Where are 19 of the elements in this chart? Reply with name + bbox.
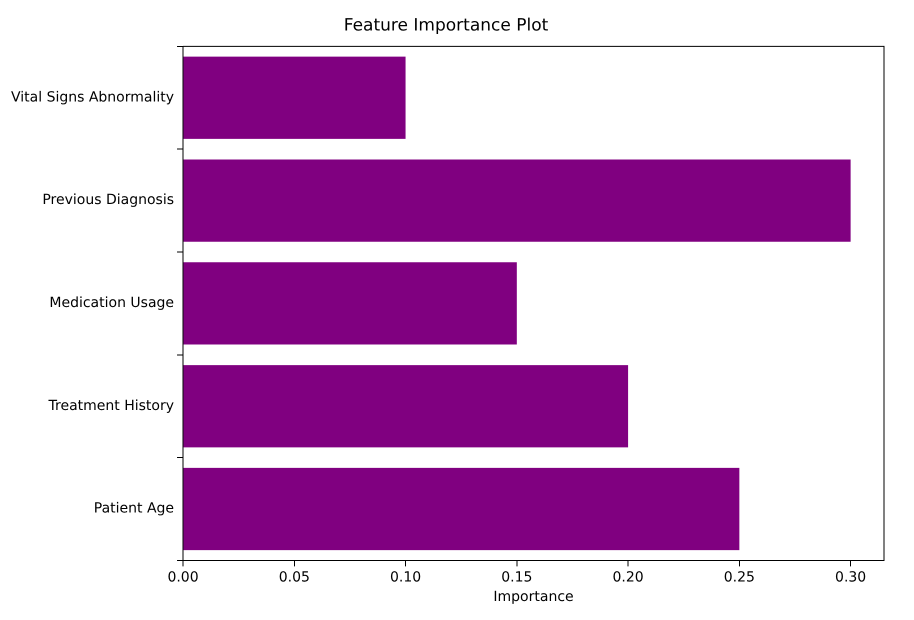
x-tick-label: 0.15 [501,569,532,586]
x-tick-label: 0.25 [724,569,755,586]
bar [184,56,406,139]
bar [184,159,851,242]
x-tick-label: 0.30 [835,569,866,586]
y-tick-label: Patient Age [94,500,174,517]
y-tick-label: Previous Diagnosis [42,192,174,208]
y-tick-label: Vital Signs Abnormality [11,89,174,106]
x-axis-title: Importance [493,589,574,606]
y-tick-label: Treatment History [48,398,174,414]
x-tick-label: 0.05 [278,569,310,586]
x-tick-label: 0.10 [390,569,422,586]
x-tick-label: 0.00 [167,569,199,586]
x-tick-label: 0.20 [612,569,644,586]
bar [184,262,517,345]
bar [184,468,740,550]
y-tick-label: Medication Usage [49,295,174,312]
chart-title: Feature Importance Plot [344,16,549,36]
bar [184,365,628,448]
